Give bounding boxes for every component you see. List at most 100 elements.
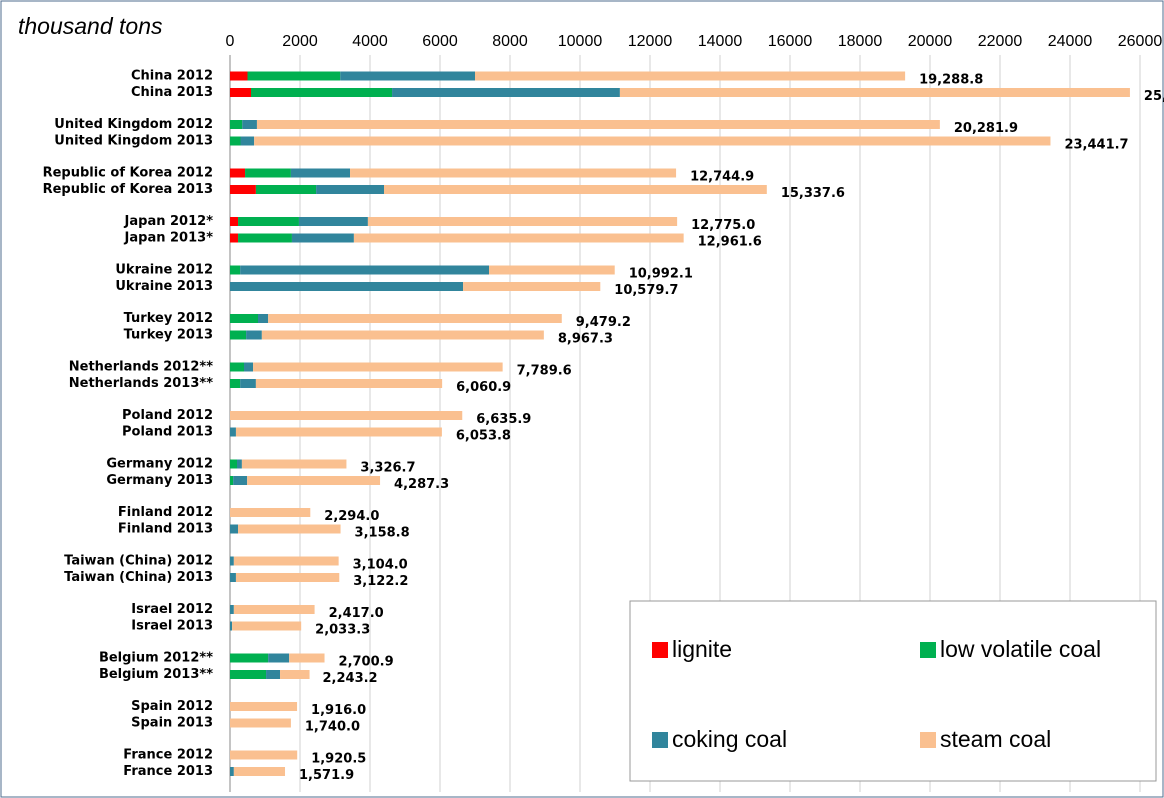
x-tick-label: 8000 (492, 33, 528, 50)
category-label: Republic of Korea 2012 (43, 166, 213, 181)
bar-segment (230, 573, 236, 582)
x-tick-label: 14000 (698, 33, 743, 50)
category-label: Japan 2013* (124, 231, 214, 246)
bar-segment (298, 217, 368, 226)
bar-segment (233, 476, 248, 485)
bar-segment (235, 427, 442, 437)
bar-segment (280, 670, 310, 679)
category-label: Turkey 2012 (124, 311, 213, 326)
total-label: 9,479.2 (576, 315, 631, 330)
bar-segment (238, 233, 292, 243)
x-tick-label: 0 (226, 33, 235, 50)
total-label: 6,060.9 (456, 380, 511, 395)
bar-segment (230, 314, 258, 323)
category-label: Poland 2012 (122, 408, 213, 423)
bar-segment (238, 217, 299, 226)
total-label: 6,053.8 (456, 429, 511, 444)
bar-segment (230, 330, 247, 340)
x-tick-label: 22000 (978, 33, 1023, 50)
bar-segment (230, 71, 248, 81)
bar-segment (353, 233, 684, 243)
bar-segment (392, 88, 620, 97)
bar-segment (268, 314, 562, 323)
total-label: 2,243.2 (323, 671, 378, 686)
bar-segment (230, 767, 234, 776)
category-label: China 2012 (131, 69, 213, 84)
bar-segment (230, 508, 311, 517)
category-label: China 2013 (131, 85, 213, 100)
legend-label: steam coal (940, 726, 1051, 752)
total-label: 7,789.6 (517, 364, 572, 379)
total-label: 10,992.1 (629, 267, 693, 282)
category-label: France 2012 (123, 748, 213, 763)
legend-label: coking coal (672, 726, 787, 752)
bar-segment (290, 168, 351, 178)
x-tick-label: 16000 (768, 33, 813, 50)
x-tick-label: 6000 (422, 33, 458, 50)
total-label: 2,417.0 (329, 606, 384, 621)
bar-segment (230, 670, 267, 679)
category-label: France 2013 (123, 764, 213, 779)
category-label: United Kingdom 2012 (54, 117, 213, 132)
total-label: 10,579.7 (614, 283, 678, 298)
total-label: 12,775.0 (691, 218, 755, 233)
bar-segment (230, 459, 237, 469)
category-label: Germany 2012 (106, 457, 213, 472)
bar-segment (230, 379, 241, 388)
total-label: 1,916.0 (311, 703, 366, 718)
x-tick-label: 18000 (838, 33, 883, 50)
total-label: 20,281.9 (954, 121, 1018, 136)
total-label: 1,920.5 (311, 752, 366, 767)
category-label: Spain 2012 (131, 699, 213, 714)
total-label: 2,700.9 (339, 655, 394, 670)
category-label: Ukraine 2013 (115, 279, 213, 294)
category-label: Japan 2012* (124, 214, 214, 229)
bar-segment (489, 265, 615, 275)
bar-segment (255, 185, 317, 194)
total-label: 12,961.6 (698, 235, 762, 250)
total-label: 23,441.7 (1064, 138, 1128, 153)
category-label: Israel 2012 (131, 602, 213, 617)
total-label: 1,571.9 (299, 768, 354, 783)
category-label: Taiwan (China) 2012 (64, 554, 213, 569)
bar-segment (230, 718, 291, 728)
category-label: Spain 2013 (131, 716, 213, 731)
bar-segment (240, 136, 255, 146)
bar-segment (235, 573, 340, 582)
bar-segment (230, 362, 244, 372)
total-label: 6,635.9 (476, 412, 531, 427)
category-label: Israel 2013 (131, 619, 213, 634)
legend-swatch (652, 732, 668, 748)
bar-segment (619, 88, 1130, 97)
legend-swatch (920, 732, 936, 748)
bar-segment (230, 88, 251, 97)
bar-segment (261, 330, 544, 340)
total-label: 1,740.0 (305, 720, 360, 735)
bar-segment (245, 168, 291, 178)
total-label: 15,337.6 (781, 186, 845, 201)
bar-segment (258, 314, 269, 323)
bar-segment (230, 653, 269, 663)
bar-segment (289, 653, 325, 663)
total-label: 19,288.8 (919, 73, 983, 88)
total-label: 3,326.7 (360, 461, 415, 476)
bar-segment (367, 217, 678, 226)
bar-segment (384, 185, 767, 194)
bar-segment (230, 427, 236, 437)
total-label: 12,744.9 (690, 170, 754, 185)
x-tick-label: 4000 (352, 33, 388, 50)
category-label: Netherlands 2013** (69, 376, 213, 391)
category-label: Belgium 2013** (99, 667, 213, 682)
bar-segment (463, 282, 601, 291)
bar-segment (233, 556, 339, 566)
x-tick-label: 2000 (282, 33, 318, 50)
category-label: Germany 2013 (106, 473, 213, 488)
bar-segment (230, 411, 463, 420)
bar-segment (240, 379, 256, 388)
bar-segment (247, 71, 341, 81)
x-tick-label: 26000 (1118, 33, 1163, 50)
legend-label: lignite (672, 636, 732, 662)
total-label: 2,033.3 (315, 623, 370, 638)
bar-segment (350, 168, 677, 178)
category-label: Netherlands 2012** (69, 360, 213, 375)
